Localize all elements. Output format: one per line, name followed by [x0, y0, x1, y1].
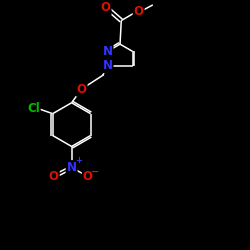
Text: N: N: [102, 59, 113, 72]
Text: +: +: [75, 156, 82, 165]
Text: O: O: [134, 4, 144, 18]
Text: O: O: [83, 170, 93, 183]
Text: −: −: [92, 166, 100, 176]
Text: N: N: [102, 45, 113, 58]
Text: O: O: [49, 170, 59, 183]
Text: Cl: Cl: [27, 102, 40, 115]
Text: O: O: [76, 82, 86, 96]
Text: N: N: [66, 161, 76, 174]
Text: O: O: [101, 2, 111, 15]
